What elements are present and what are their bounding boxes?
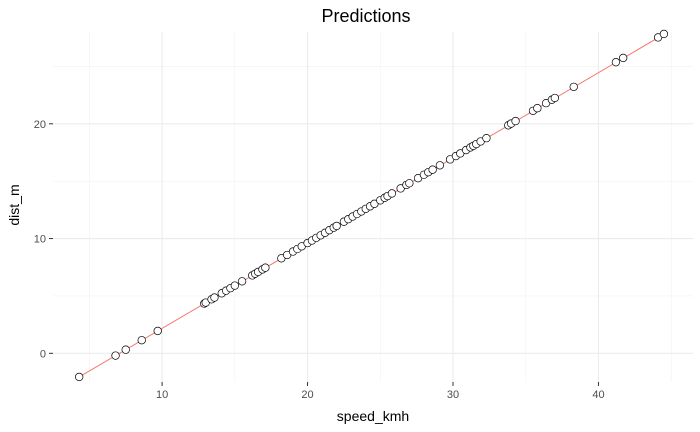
data-point (153, 326, 162, 336)
data-point (550, 93, 559, 103)
grid (53, 32, 693, 382)
data-point (482, 133, 491, 143)
data-point (387, 189, 397, 198)
y-axis-title: dist_m (6, 184, 22, 225)
data-point (121, 345, 130, 354)
chart-title: Predictions (321, 6, 410, 26)
data-point (659, 29, 669, 39)
data-point (75, 372, 84, 382)
data-point (111, 351, 120, 360)
data-point (511, 116, 520, 126)
y-tick-label: 20 (34, 119, 46, 131)
data-point (569, 82, 578, 91)
data-point (619, 53, 628, 63)
x-tick-label: 40 (592, 389, 604, 401)
axis-ticks: 10 20 30 40 0 10 20 (34, 119, 605, 401)
data-point (137, 336, 146, 345)
y-tick-label: 10 (34, 234, 46, 246)
x-tick-label: 10 (156, 389, 168, 401)
data-points (75, 29, 669, 382)
data-point (611, 58, 621, 67)
data-point (428, 165, 437, 174)
data-point (237, 277, 247, 286)
data-point (405, 179, 414, 188)
y-tick-label: 0 (40, 348, 46, 360)
x-tick-label: 20 (301, 389, 313, 401)
data-point (230, 281, 239, 290)
data-point (533, 104, 542, 113)
data-point (332, 221, 341, 231)
x-axis-title: speed_kmh (337, 408, 409, 424)
x-tick-label: 30 (447, 389, 459, 401)
data-point (435, 161, 445, 170)
data-point (210, 293, 219, 302)
data-point (261, 263, 270, 272)
